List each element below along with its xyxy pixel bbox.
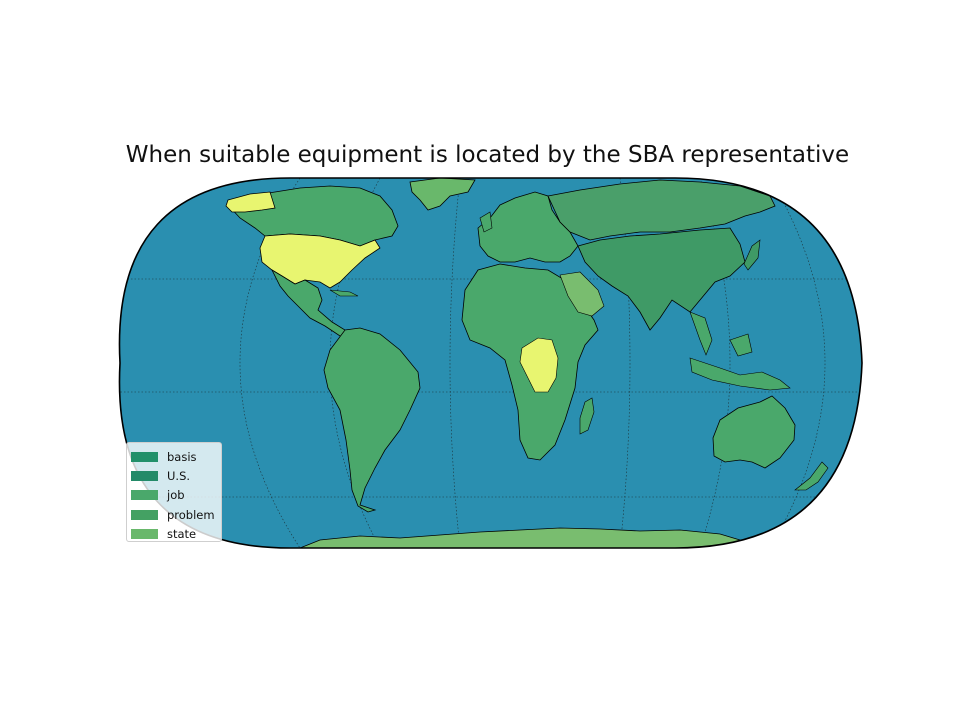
alaska bbox=[225, 191, 276, 213]
map-title: When suitable equipment is located by th… bbox=[125, 142, 850, 168]
antarctica bbox=[299, 527, 752, 548]
legend-item-basis: basis bbox=[131, 447, 221, 466]
uk-ireland bbox=[479, 211, 493, 233]
legend-swatch bbox=[131, 451, 158, 462]
legend-item-us: U.S. bbox=[131, 466, 221, 485]
arabian-peninsula bbox=[559, 271, 605, 317]
legend-item-problem: problem bbox=[131, 505, 221, 524]
legend-label: problem bbox=[167, 507, 215, 522]
russia bbox=[547, 179, 776, 241]
legend-label: state bbox=[167, 526, 197, 541]
legend-swatch bbox=[131, 528, 158, 539]
legend-item-job: job bbox=[131, 486, 221, 505]
legend-item-state: state bbox=[131, 524, 221, 543]
legend-label: U.S. bbox=[167, 468, 191, 483]
legend-label: job bbox=[167, 488, 185, 503]
legend-label: basis bbox=[167, 449, 197, 464]
legend: basis U.S. job problem state bbox=[126, 442, 222, 542]
madagascar bbox=[579, 397, 595, 435]
legend-swatch bbox=[131, 490, 158, 501]
map-boundary bbox=[118, 177, 863, 549]
australia bbox=[712, 395, 796, 469]
south-america bbox=[323, 327, 421, 513]
southeast-asia bbox=[689, 311, 791, 391]
new-zealand bbox=[794, 461, 829, 491]
japan bbox=[743, 239, 761, 271]
legend-swatch bbox=[131, 470, 158, 481]
central-africa-highlight bbox=[519, 337, 559, 393]
greenland bbox=[409, 178, 476, 211]
asia bbox=[577, 227, 746, 331]
legend-swatch bbox=[131, 509, 158, 520]
caribbean bbox=[329, 289, 359, 297]
